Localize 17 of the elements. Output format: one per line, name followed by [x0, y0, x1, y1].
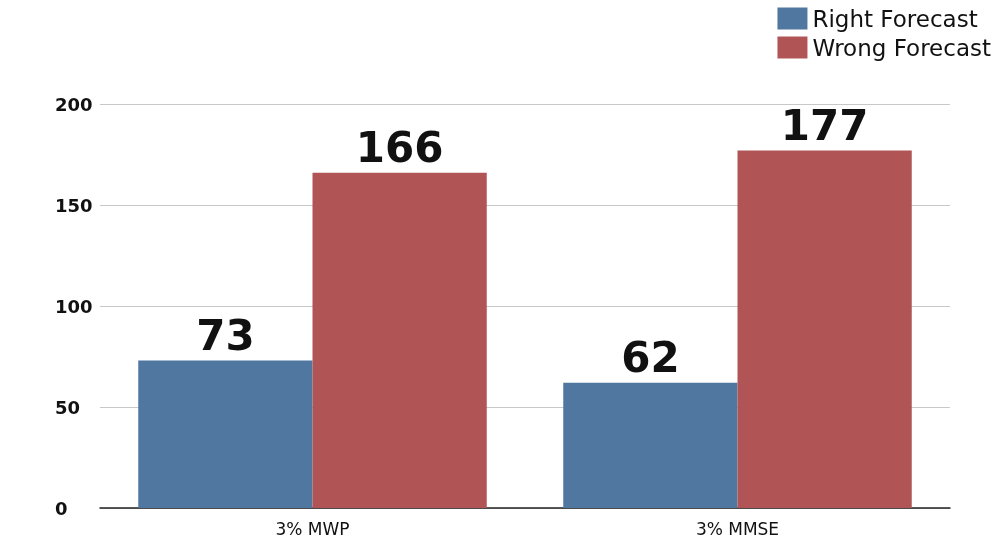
- bar: [563, 382, 738, 508]
- y-tick-label: 0: [55, 497, 68, 519]
- data-label: 62: [621, 333, 680, 383]
- data-label: 73: [196, 311, 255, 361]
- y-tick-label: 200: [55, 93, 93, 115]
- y-tick-label: 50: [55, 396, 81, 418]
- legend-label: Wrong Forecast: [812, 34, 991, 61]
- x-tick-label: 3% MWP: [275, 518, 350, 539]
- legend-label: Right Forecast: [812, 5, 978, 32]
- bar: [737, 150, 912, 508]
- bar: [138, 360, 313, 508]
- data-label: 166: [355, 123, 444, 173]
- bar: [312, 172, 487, 508]
- y-tick-label: 150: [55, 194, 93, 216]
- x-tick-label: 3% MMSE: [695, 518, 780, 539]
- y-tick-label: 100: [55, 295, 93, 317]
- data-label: 177: [780, 100, 869, 150]
